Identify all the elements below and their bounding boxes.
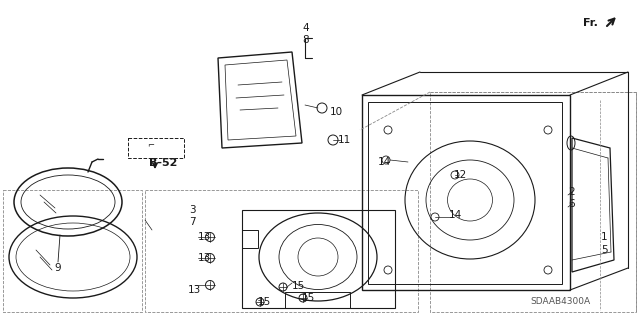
Text: 11: 11 (338, 135, 351, 145)
Text: B-52: B-52 (149, 158, 177, 168)
Text: Fr.: Fr. (583, 18, 598, 28)
Text: 7: 7 (189, 217, 195, 227)
Text: 6: 6 (568, 199, 575, 209)
Text: 10: 10 (330, 107, 343, 117)
Text: 8: 8 (303, 35, 309, 45)
Text: 3: 3 (189, 205, 195, 215)
Text: 15: 15 (302, 293, 316, 303)
Text: 2: 2 (568, 187, 575, 197)
Text: ⌐: ⌐ (147, 142, 154, 151)
Text: 9: 9 (54, 263, 61, 273)
Text: 14: 14 (378, 157, 391, 167)
Text: 13: 13 (198, 253, 211, 263)
Text: 12: 12 (454, 170, 467, 180)
Text: SDAAB4300A: SDAAB4300A (530, 298, 590, 307)
Text: 5: 5 (601, 245, 607, 255)
Text: 13: 13 (188, 285, 201, 295)
Text: 15: 15 (258, 297, 271, 307)
Text: 14: 14 (449, 210, 462, 220)
Text: 15: 15 (292, 281, 305, 291)
Text: 4: 4 (303, 23, 309, 33)
Text: 1: 1 (601, 232, 607, 242)
Text: 13: 13 (198, 232, 211, 242)
